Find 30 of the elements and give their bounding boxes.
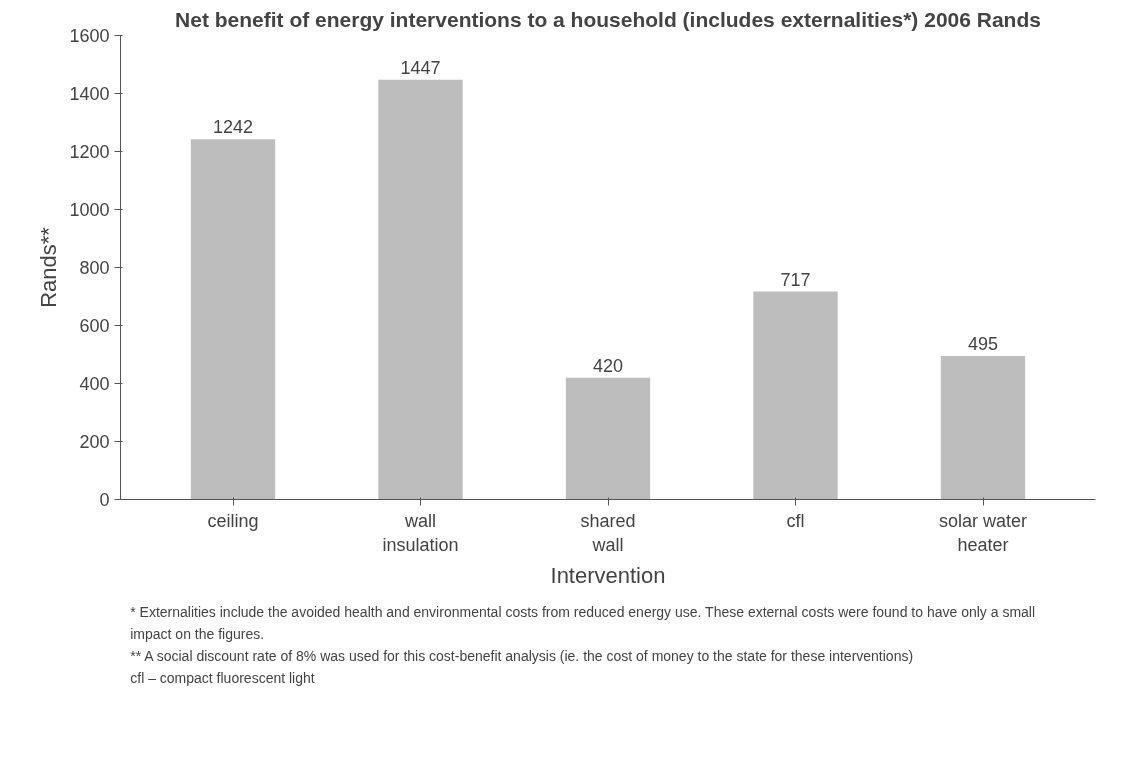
bar [753, 291, 838, 500]
data-label: 1242 [212, 117, 254, 138]
bar [940, 355, 1026, 500]
text: * Externalities include the avoided health and environmental costs from reduced energy use. These external costs were found to have only a small impact on the figures. [130, 603, 1036, 642]
bar [190, 139, 276, 500]
y-tick-label: 1200 [69, 142, 110, 162]
x-tick-label: cfl [786, 510, 805, 531]
chart-title: Net benefit of energy interventions to a household (includes externalities*) 2006 Rands [175, 7, 1041, 31]
text: ** A social discount rate of 8% was used for this cost-benefit analysis (ie. the cost of money to the state for these interventions) [130, 647, 914, 664]
text: cfl – compact fluorescent light [130, 669, 315, 686]
data-label: 420 [592, 355, 624, 376]
y-tick-label: 800 [79, 258, 110, 278]
data-label: 717 [780, 269, 811, 290]
x-tick-label: shared wall [580, 510, 636, 555]
bar [378, 79, 463, 500]
y-axis-title: Rands** [36, 226, 62, 308]
x-tick-label: solar water heater [938, 510, 1028, 555]
x-axis-title: Intervention [550, 562, 666, 588]
data-label: 1447 [400, 57, 441, 78]
y-tick-label: 1000 [69, 200, 110, 220]
y-tick-label: 1400 [69, 84, 110, 104]
data-label: 495 [967, 333, 999, 354]
y-tick-label: 200 [79, 432, 110, 452]
x-tick-label: wall insulation [382, 510, 459, 555]
y-tick-label: 600 [79, 316, 110, 336]
y-tick-label: 1600 [69, 26, 110, 46]
bar [565, 377, 651, 500]
y-tick-label: 400 [79, 374, 110, 394]
y-tick-label: 0 [99, 490, 110, 510]
x-tick-label: ceiling [207, 510, 259, 531]
